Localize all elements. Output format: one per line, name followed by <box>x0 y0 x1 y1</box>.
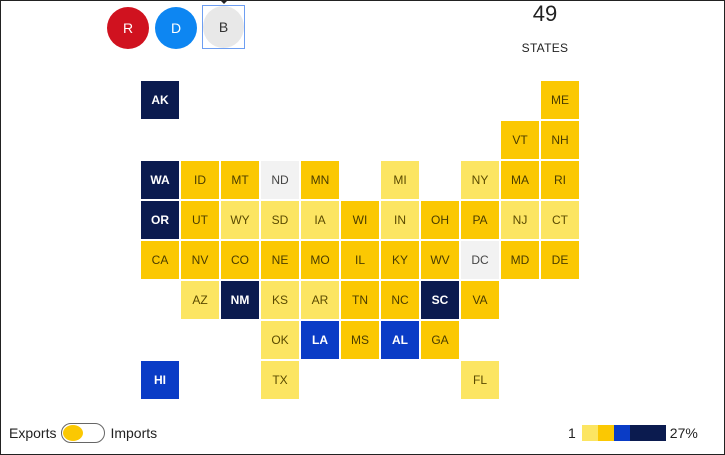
state-tile-ut[interactable]: UT <box>181 201 219 239</box>
state-count: 49 <box>532 1 558 26</box>
state-tile-or[interactable]: OR <box>141 201 179 239</box>
state-tile-mi[interactable]: MI <box>381 161 419 199</box>
imports-label: Imports <box>110 425 158 441</box>
state-tile-ri[interactable]: RI <box>541 161 579 199</box>
state-tile-al[interactable]: AL <box>381 321 419 359</box>
legend-swatch-3 <box>613 425 630 441</box>
state-tile-ks[interactable]: KS <box>261 281 299 319</box>
state-tile-sd[interactable]: SD <box>261 201 299 239</box>
state-tile-fl[interactable]: FL <box>461 361 499 399</box>
state-tile-ne[interactable]: NE <box>261 241 299 279</box>
state-tile-tx[interactable]: TX <box>261 361 299 399</box>
state-tile-wa[interactable]: WA <box>141 161 179 199</box>
exports-label: Exports <box>9 425 57 441</box>
caret-down-icon <box>220 0 228 4</box>
exports-imports-switch[interactable] <box>61 423 106 443</box>
state-tile-in[interactable]: IN <box>381 201 419 239</box>
state-tile-sc[interactable]: SC <box>421 281 459 319</box>
state-tile-id[interactable]: ID <box>181 161 219 199</box>
state-tile-la[interactable]: LA <box>301 321 339 359</box>
state-tile-nc[interactable]: NC <box>381 281 419 319</box>
state-tile-ok[interactable]: OK <box>261 321 299 359</box>
state-tile-wy[interactable]: WY <box>221 201 259 239</box>
state-tile-mo[interactable]: MO <box>301 241 339 279</box>
state-tile-vt[interactable]: VT <box>501 121 539 159</box>
state-tile-me[interactable]: ME <box>541 81 579 119</box>
legend-min: 1 <box>568 425 576 441</box>
both-button[interactable]: B <box>203 6 244 48</box>
state-tile-hi[interactable]: HI <box>141 361 179 399</box>
republican-button[interactable]: R <box>107 7 149 49</box>
state-tile-ms[interactable]: MS <box>341 321 379 359</box>
state-tile-mn[interactable]: MN <box>301 161 339 199</box>
state-tile-va[interactable]: VA <box>461 281 499 319</box>
legend-swatch-4 <box>629 425 666 441</box>
legend-swatch-1 <box>581 425 598 441</box>
both-button-focus[interactable]: B <box>202 0 245 49</box>
state-count-label: STATES <box>521 41 569 55</box>
state-tile-tn[interactable]: TN <box>341 281 379 319</box>
state-tile-nh[interactable]: NH <box>541 121 579 159</box>
trade-toggle: Exports Imports <box>9 422 157 444</box>
color-legend: 1 27% <box>568 423 698 443</box>
state-tile-de[interactable]: DE <box>541 241 579 279</box>
legend-max: 27% <box>669 425 698 441</box>
state-tile-oh[interactable]: OH <box>421 201 459 239</box>
state-tile-az[interactable]: AZ <box>181 281 219 319</box>
state-tile-md[interactable]: MD <box>501 241 539 279</box>
democrat-button[interactable]: D <box>155 7 197 49</box>
state-tile-wv[interactable]: WV <box>421 241 459 279</box>
state-tile-nm[interactable]: NM <box>221 281 259 319</box>
state-tile-pa[interactable]: PA <box>461 201 499 239</box>
state-tile-co[interactable]: CO <box>221 241 259 279</box>
state-tile-ak[interactable]: AK <box>141 81 179 119</box>
state-tile-wi[interactable]: WI <box>341 201 379 239</box>
state-tile-ma[interactable]: MA <box>501 161 539 199</box>
state-tile-il[interactable]: IL <box>341 241 379 279</box>
state-tile-ga[interactable]: GA <box>421 321 459 359</box>
state-tile-dc[interactable]: DC <box>461 241 499 279</box>
state-tile-ar[interactable]: AR <box>301 281 339 319</box>
state-tile-nj[interactable]: NJ <box>501 201 539 239</box>
state-tile-ky[interactable]: KY <box>381 241 419 279</box>
state-tile-mt[interactable]: MT <box>221 161 259 199</box>
switch-knob <box>63 425 84 441</box>
state-tile-ia[interactable]: IA <box>301 201 339 239</box>
state-tile-nd[interactable]: ND <box>261 161 299 199</box>
state-tile-nv[interactable]: NV <box>181 241 219 279</box>
legend-swatch-2 <box>597 425 614 441</box>
state-tile-ny[interactable]: NY <box>461 161 499 199</box>
state-tile-ca[interactable]: CA <box>141 241 179 279</box>
state-tile-ct[interactable]: CT <box>541 201 579 239</box>
